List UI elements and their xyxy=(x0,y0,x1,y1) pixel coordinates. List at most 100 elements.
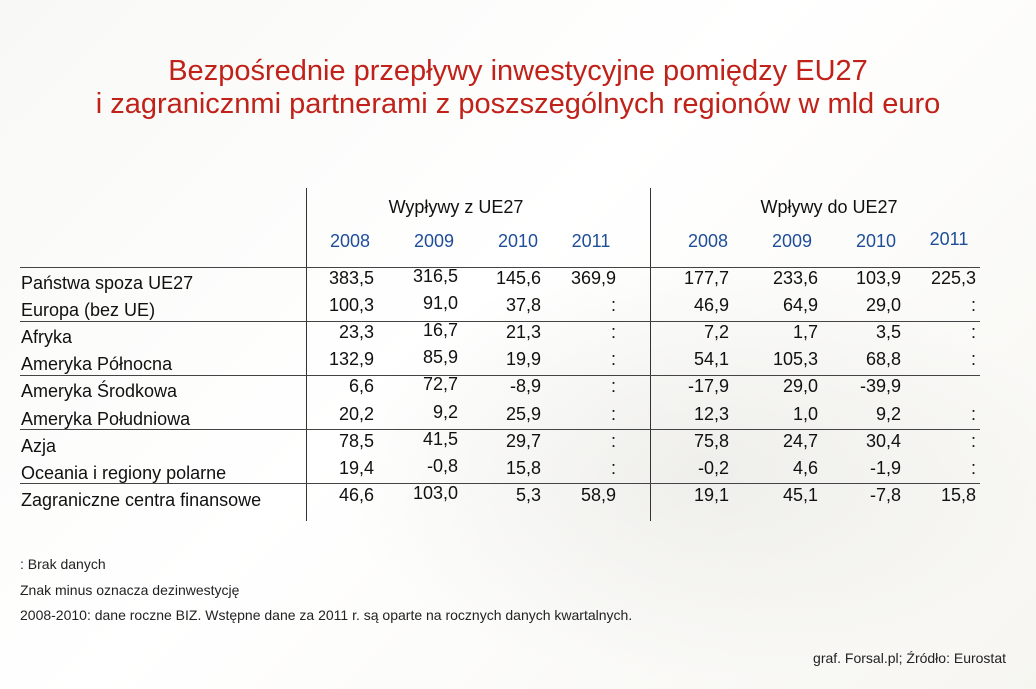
table-cell-inflow: : xyxy=(970,295,976,316)
inflows-year-header: 2011 xyxy=(929,229,969,249)
table-cell-outflow: : xyxy=(610,376,616,397)
outflows-year-header: 2008 xyxy=(329,231,371,251)
note-minus-sign: Znak minus oznacza dezinwestycję xyxy=(20,582,240,598)
table-cell-outflow: 15,8 xyxy=(505,457,541,478)
table-cell-inflow: 233,6 xyxy=(772,268,818,288)
table-cell-outflow: 41,5 xyxy=(422,428,458,449)
table-rule xyxy=(20,267,980,268)
table-cell-inflow: -0,2 xyxy=(697,457,729,478)
table-cell-inflow: : xyxy=(970,349,976,370)
table-cell-outflow: : xyxy=(610,457,616,478)
table-cell-outflow: 20,2 xyxy=(338,403,374,424)
table-cell-outflow: 145,6 xyxy=(495,268,541,288)
source-credit: graf. Forsal.pl; Źródło: Eurostat xyxy=(813,650,1006,666)
row-label: Europa (bez UE) xyxy=(21,300,156,321)
table-cell-outflow: 19,4 xyxy=(338,457,374,478)
table-cell-outflow: 16,7 xyxy=(422,320,458,341)
table-cell-inflow: 177,7 xyxy=(683,268,729,288)
table-cell-outflow: : xyxy=(610,430,616,451)
table-cell-outflow: 6,6 xyxy=(348,376,374,397)
table-cell-outflow: 37,8 xyxy=(505,295,541,316)
outflows-year-header: 2010 xyxy=(497,231,539,251)
row-label: Oceania i regiony polarne xyxy=(21,462,227,483)
table-cell-inflow: 225,3 xyxy=(930,268,976,288)
outflows-year-header: 2011 xyxy=(571,231,611,251)
row-label: Zagraniczne centra finansowe xyxy=(21,489,262,510)
table-cell-inflow: 105,3 xyxy=(772,349,818,370)
group-header-outflows: Wypływy z UE27 xyxy=(388,197,524,217)
row-label: Ameryka Środkowa xyxy=(21,381,178,402)
table-cell-outflow: 21,3 xyxy=(505,322,541,343)
table-cell-inflow: -7,8 xyxy=(869,484,901,505)
table-cell-outflow: -8,9 xyxy=(509,376,541,397)
table-cell-inflow: 68,8 xyxy=(865,349,901,370)
table-cell-outflow: 23,3 xyxy=(338,322,374,343)
table-cell-inflow: 29,0 xyxy=(865,295,901,316)
column-separator xyxy=(650,188,651,521)
table-rule xyxy=(20,429,980,430)
inflows-year-header: 2010 xyxy=(855,231,897,251)
table-cell-outflow: 91,0 xyxy=(422,293,458,314)
table-cell-inflow: 103,9 xyxy=(855,268,901,288)
table-cell-inflow: 4,6 xyxy=(792,457,818,478)
group-header-inflows: Wpływy do UE27 xyxy=(760,197,898,217)
row-label: Ameryka Południowa xyxy=(21,408,191,429)
inflows-year-header: 2008 xyxy=(687,231,729,251)
table-cell-inflow: 1,7 xyxy=(792,322,818,343)
table-cell-outflow: 316,5 xyxy=(412,266,458,286)
table-cell-inflow: 15,8 xyxy=(940,484,976,505)
table-cell-inflow: 54,1 xyxy=(693,349,729,370)
table-cell-outflow: -0,8 xyxy=(426,455,458,476)
column-separator xyxy=(306,188,307,521)
table-cell-inflow: 64,9 xyxy=(782,295,818,316)
table-cell-outflow: 9,2 xyxy=(432,401,458,422)
table-cell-inflow: 29,0 xyxy=(782,376,818,397)
outflows-year-header: 2009 xyxy=(413,231,455,251)
table-cell-inflow: 19,1 xyxy=(693,484,729,505)
table-cell-outflow: 5,3 xyxy=(515,484,541,505)
table-cell-inflow: -1,9 xyxy=(869,457,901,478)
table-cell-outflow: 383,5 xyxy=(328,268,374,288)
table-rule xyxy=(20,375,980,376)
table-cell-outflow: 369,9 xyxy=(570,268,616,288)
table-cell-outflow: : xyxy=(610,403,616,424)
table-rule xyxy=(20,321,980,322)
table-cell-inflow: -39,9 xyxy=(859,376,901,397)
row-label: Afryka xyxy=(21,327,73,348)
table-cell-inflow: : xyxy=(970,403,976,424)
table-rule xyxy=(20,483,980,484)
table-cell-inflow: 46,9 xyxy=(693,295,729,316)
table-cell-inflow: 45,1 xyxy=(782,484,818,505)
note-data-source-years: 2008-2010: dane roczne BIZ. Wstępne dane… xyxy=(20,607,633,623)
table-cell-outflow: : xyxy=(610,322,616,343)
table-cell-outflow: : xyxy=(610,349,616,370)
table-cell-outflow: 19,9 xyxy=(505,349,541,370)
table-cell-outflow: 25,9 xyxy=(505,403,541,424)
table-cell-inflow: 30,4 xyxy=(865,430,901,451)
table-cell-inflow: 7,2 xyxy=(703,322,729,343)
table-cell-outflow: 72,7 xyxy=(422,374,458,395)
row-label: Ameryka Północna xyxy=(21,354,173,375)
table-cell-outflow: 85,9 xyxy=(422,347,458,368)
table-cell-inflow: 9,2 xyxy=(875,403,901,424)
table-cell-inflow: 1,0 xyxy=(792,403,818,424)
row-label: Azja xyxy=(21,435,57,456)
table-cell-inflow: 75,8 xyxy=(693,430,729,451)
table-cell-outflow: 46,6 xyxy=(338,484,374,505)
title-line-2: i zagranicznmi partnerami z poszszególny… xyxy=(95,88,941,120)
row-label: Państwa spoza UE27 xyxy=(21,273,194,293)
note-no-data: : Brak danych xyxy=(20,556,106,572)
table-cell-outflow: 132,9 xyxy=(328,349,374,370)
table-cell-outflow: 58,9 xyxy=(580,484,616,505)
table-cell-inflow: : xyxy=(970,457,976,478)
title-line-1: Bezpośrednie przepływy inwestycyjne pomi… xyxy=(168,55,868,87)
table-cell-inflow: : xyxy=(970,322,976,343)
table-cell-inflow: -17,9 xyxy=(687,376,729,397)
table-cell-outflow: 29,7 xyxy=(505,430,541,451)
table-cell-inflow: 24,7 xyxy=(782,430,818,451)
table-cell-outflow: : xyxy=(610,295,616,316)
table-cell-outflow: 78,5 xyxy=(338,430,374,451)
page-title: Bezpośrednie przepływy inwestycyjne pomi… xyxy=(0,55,1036,121)
table-cell-inflow: 12,3 xyxy=(693,403,729,424)
